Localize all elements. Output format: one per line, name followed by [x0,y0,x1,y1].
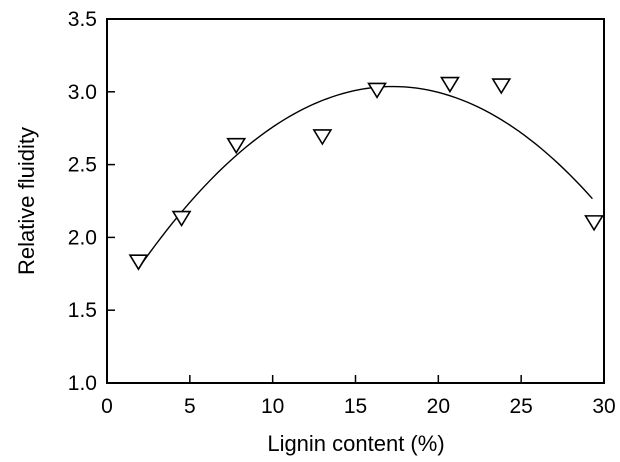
x-tick-label: 5 [184,395,196,418]
x-tick-label: 15 [344,395,367,418]
x-tick-label: 20 [427,395,450,418]
data-point [584,215,604,232]
plot-area-frame [106,18,605,384]
data-point [491,78,512,95]
y-axis-ticks: 1.0 1.5 2.0 2.5 3.0 3.5 [68,8,115,395]
x-tick-label: 10 [261,395,284,418]
y-tick-label: 2.5 [68,154,97,177]
x-axis-title: Lignin content (%) [267,431,444,456]
x-axis-ticks: 0 5 10 15 20 25 30 [101,375,616,418]
y-axis-title: Relative fluidity [14,127,39,275]
y-tick-label: 2.0 [68,226,97,249]
fit-curve [137,85,593,269]
data-point [226,137,247,155]
data-point [171,210,192,228]
data-point [367,82,387,99]
data-point [312,129,333,146]
data-points [128,76,604,271]
x-tick-label: 30 [592,395,615,418]
data-point [440,76,460,94]
x-tick-label: 0 [101,395,113,418]
x-tick-label: 25 [509,395,532,418]
data-point [128,254,149,271]
y-tick-label: 1.0 [68,372,97,395]
y-tick-label: 1.5 [68,299,97,322]
y-tick-label: 3.0 [68,81,97,104]
y-tick-label: 3.5 [68,8,97,31]
